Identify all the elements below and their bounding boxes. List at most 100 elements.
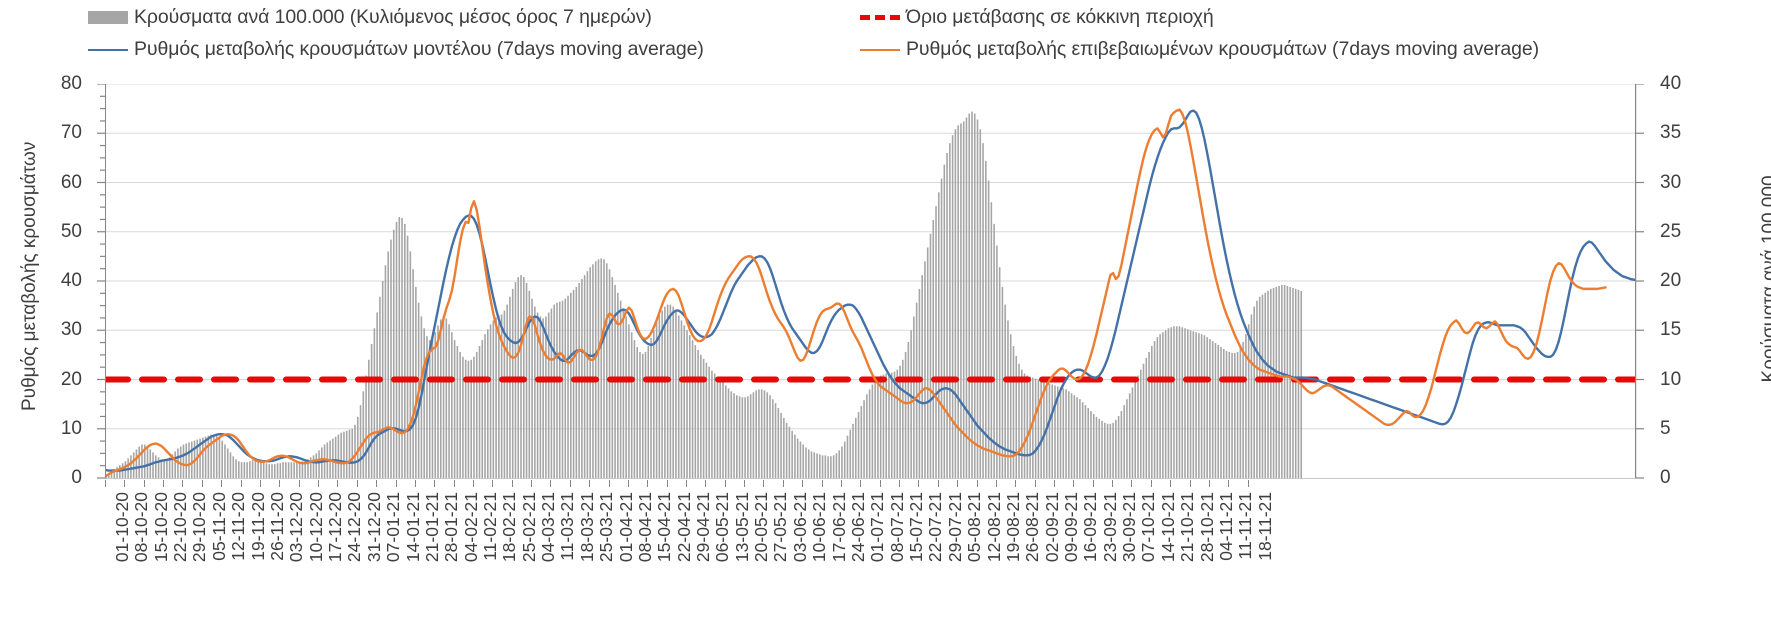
cases-bar <box>1054 385 1056 478</box>
cases-bar <box>1131 387 1134 478</box>
cases-bar <box>802 444 805 478</box>
cases-bar <box>1040 380 1042 478</box>
cases-bar <box>500 314 503 478</box>
cases-bar <box>160 459 163 478</box>
x-tick-label: 27-05-21 <box>770 492 791 563</box>
cases-bar <box>783 417 785 478</box>
cases-bar <box>1156 337 1159 478</box>
cases-bar <box>711 370 713 478</box>
cases-bar <box>556 302 558 478</box>
cases-bar <box>688 335 691 478</box>
cases-bar <box>700 354 702 478</box>
cases-bar <box>1186 329 1189 478</box>
cases-bar <box>755 390 757 478</box>
cases-bar <box>235 459 237 478</box>
cases-bar <box>387 251 390 478</box>
cases-bar <box>442 316 445 478</box>
cases-bar <box>1206 337 1208 478</box>
cases-bar <box>1256 300 1258 478</box>
cases-bar <box>1209 339 1211 478</box>
cases-bar <box>675 310 677 478</box>
x-tick-mark <box>627 480 629 487</box>
x-tick-mark <box>1034 480 1036 487</box>
cases-bar <box>390 239 392 478</box>
x-tick-label: 19-08-21 <box>1002 492 1023 563</box>
y-axis-right-title: Κρούσματα ανά 100.000 <box>1759 175 1771 383</box>
cases-bar <box>1101 420 1103 478</box>
cases-bar <box>509 296 511 478</box>
cases-bar <box>868 389 871 478</box>
cases-bar <box>1076 397 1078 478</box>
cases-bar <box>202 437 204 478</box>
cases-bar <box>713 373 716 478</box>
cases-bar <box>788 426 791 478</box>
cases-bar <box>1079 399 1081 478</box>
x-tick-label: 08-10-20 <box>131 492 152 563</box>
cases-bar <box>146 446 149 478</box>
legend-item-cases-bars[interactable]: Κρούσματα ανά 100.000 (Κυλιόμενος μέσος … <box>88 6 652 29</box>
cases-bar <box>539 316 542 478</box>
cases-bar <box>1109 423 1112 478</box>
cases-bar <box>686 330 688 478</box>
cases-bar <box>957 125 959 478</box>
cases-bar <box>915 302 918 478</box>
cases-bar <box>1192 331 1195 478</box>
cases-bar <box>1037 379 1040 478</box>
cases-bar <box>724 385 727 478</box>
x-tick-label: 15-07-21 <box>906 492 927 563</box>
cases-bar <box>495 317 497 478</box>
cases-bar <box>506 304 508 478</box>
x-tick-mark <box>744 480 746 487</box>
cases-bar <box>716 376 719 478</box>
cases-bar <box>412 269 414 478</box>
x-tick-label: 03-12-20 <box>286 492 307 563</box>
cases-bar <box>996 245 998 478</box>
cases-bar <box>816 453 818 478</box>
x-tick-mark <box>608 480 610 487</box>
x-tick-mark <box>182 480 184 487</box>
x-tick-label: 01-04-21 <box>615 492 636 563</box>
cases-bar <box>224 444 226 478</box>
cases-bar <box>644 351 647 478</box>
cases-bar <box>260 461 262 478</box>
legend-item-red-threshold[interactable]: Όριο μετάβασης σε κόκκινη περιοχή <box>860 6 1214 29</box>
cases-bar <box>1167 328 1170 478</box>
x-tick-mark <box>1073 480 1075 487</box>
legend-label-model-rate: Ρυθμός μεταβολής κρουσμάτων μοντέλου (7d… <box>134 38 704 60</box>
cases-bar <box>738 396 741 478</box>
x-tick-label: 28-01-21 <box>441 492 462 563</box>
y-tick-label-right: 25 <box>1660 220 1682 242</box>
cases-bar <box>813 452 816 478</box>
cases-bar <box>749 394 752 478</box>
legend-item-confirmed-rate[interactable]: Ρυθμός μεταβολής επιβεβαιωμένων κρουσμάτ… <box>860 38 1539 61</box>
cases-bar <box>794 434 796 478</box>
cases-bar <box>553 304 556 478</box>
cases-bar <box>1222 348 1225 478</box>
cases-bar <box>1139 369 1142 478</box>
cases-bar <box>1231 352 1233 478</box>
x-tick-label: 01-10-20 <box>112 492 132 563</box>
x-tick-label: 25-03-21 <box>596 492 617 563</box>
cases-bar <box>207 435 210 478</box>
cases-bar <box>1289 286 1291 478</box>
cases-bar <box>528 290 531 478</box>
cases-bar <box>896 369 899 478</box>
cases-bar <box>238 461 240 478</box>
y-tick-label-right: 20 <box>1660 270 1682 291</box>
cases-bar <box>1106 423 1109 478</box>
cases-bar <box>758 389 760 478</box>
cases-bar <box>841 446 843 478</box>
cases-bar <box>653 330 655 478</box>
legend-item-model-rate[interactable]: Ρυθμός μεταβολής κρουσμάτων μοντέλου (7d… <box>88 38 704 61</box>
cases-bar <box>1250 314 1253 478</box>
cases-bar <box>1234 352 1236 478</box>
cases-bar <box>254 460 257 478</box>
x-tick-mark <box>376 480 378 487</box>
cases-bar <box>777 408 780 478</box>
cases-bar <box>733 393 735 478</box>
cases-bar <box>879 375 882 478</box>
cases-bar <box>987 180 990 478</box>
cases-bar <box>107 473 110 478</box>
cases-bar <box>213 434 215 478</box>
cases-bar <box>1007 320 1009 478</box>
